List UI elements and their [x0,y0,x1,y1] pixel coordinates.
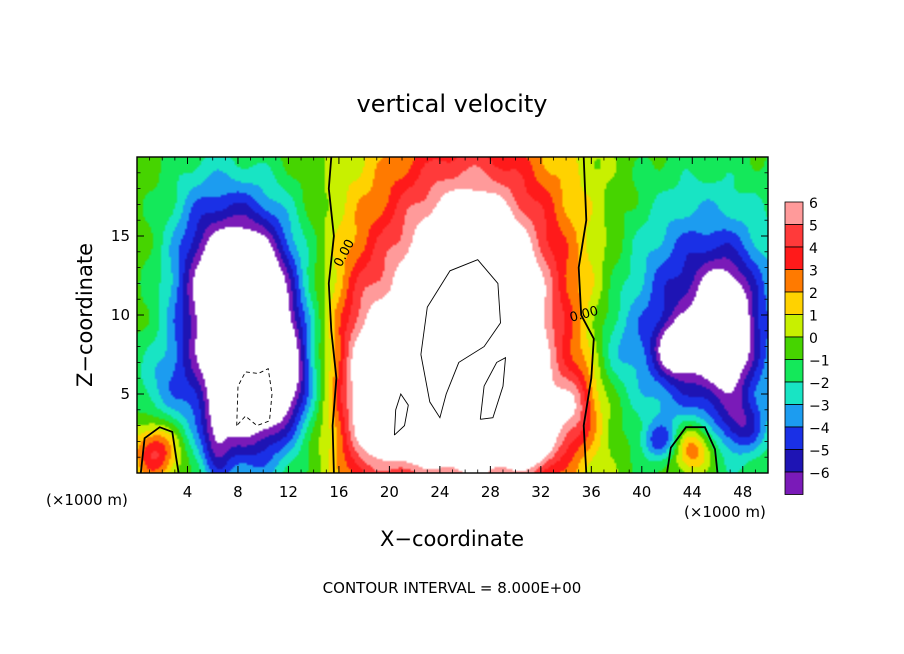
x-unit-left: (×1000 m) [46,491,128,509]
x-tick-label: 24 [430,483,449,501]
positive-contour [420,259,501,419]
colorbar-label: −5 [809,444,830,460]
colorbar-swatch [784,201,804,225]
zero-contour [577,157,595,473]
x-tick-label: 8 [233,483,243,501]
x-unit-right: (×1000 m) [684,503,766,521]
colorbar: 6 5 4 3 2 1 0 −1 −2 −3 −4 −5 −6 [784,196,830,495]
colorbar-label: 1 [809,309,818,325]
positive-contour [393,392,409,436]
colorbar-label: −4 [809,421,830,437]
contour-interval-note: CONTOUR INTERVAL = 8.000E+00 [323,579,582,597]
x-tick-label: 4 [183,483,193,501]
x-tick-label: 48 [733,483,752,501]
x-tick-label: 36 [582,483,601,501]
y-tick-label: 10 [111,306,130,324]
colorbar-swatch [784,359,804,383]
y-tick-label: 15 [111,227,130,245]
colorbar-swatch [784,404,804,428]
colorbar-swatch [784,336,804,360]
zero-contour [327,157,338,473]
field-plot: 0.000.00 [137,157,768,473]
y-axis-ticks: 5 10 15 [111,172,768,458]
colorbar-label: −1 [809,354,830,370]
colorbar-label: −2 [809,376,830,392]
colorbar-swatch [784,471,804,495]
contour-label: 0.00 [568,304,600,326]
chart-title: vertical velocity [357,90,548,118]
colorbar-swatch [784,426,804,450]
colorbar-swatch [784,246,804,270]
zero-contour [666,426,719,473]
colorbar-swatch [784,224,804,248]
x-axis-label: X−coordinate [380,527,524,551]
x-tick-label: 12 [279,483,298,501]
positive-contour [479,356,507,420]
colorbar-swatch [784,449,804,473]
x-tick-label: 40 [632,483,651,501]
x-tick-label: 28 [481,483,500,501]
colorbar-swatch [784,314,804,338]
velocity-field [137,157,768,473]
colorbar-label: 0 [809,331,818,347]
y-tick-label: 5 [120,385,130,403]
colorbar-label: 4 [809,241,818,257]
x-tick-label: 32 [531,483,550,501]
x-tick-label: 16 [329,483,348,501]
x-tick-label: 44 [683,483,702,501]
colorbar-label: 2 [809,286,818,302]
colorbar-label: −6 [809,466,830,482]
colorbar-label: 5 [809,219,818,235]
colorbar-swatch [784,269,804,293]
colorbar-label: 6 [809,196,818,212]
x-axis-ticks: 4 8 12 16 20 24 28 32 36 40 44 48 [149,157,756,501]
x-tick-label: 20 [380,483,399,501]
colorbar-label: 3 [809,264,818,280]
colorbar-swatch [784,381,804,405]
y-axis-label: Z−coordinate [73,243,97,387]
colorbar-label: −3 [809,399,830,415]
zero-contour [139,426,180,473]
colorbar-swatch [784,291,804,315]
negative-contour [236,368,273,427]
